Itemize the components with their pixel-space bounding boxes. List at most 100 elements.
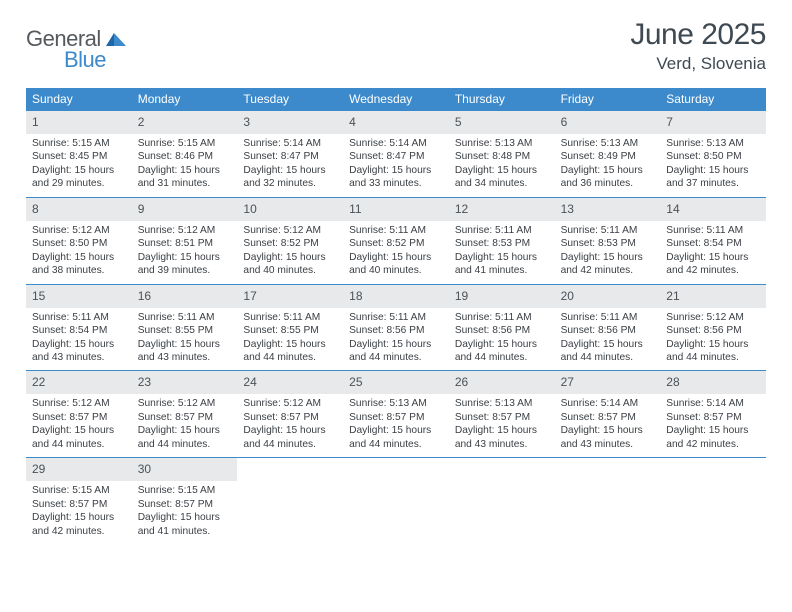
daylight-text: Daylight: 15 hours and 34 minutes. — [455, 164, 549, 191]
sunset-text: Sunset: 8:52 PM — [243, 237, 337, 250]
sunset-text: Sunset: 8:45 PM — [32, 150, 126, 163]
day-number: 7 — [666, 115, 673, 129]
day-cell: 23Sunrise: 5:12 AMSunset: 8:57 PMDayligh… — [132, 371, 238, 457]
day-cell — [237, 458, 343, 544]
day-cell — [660, 458, 766, 544]
daylight-text: Daylight: 15 hours and 38 minutes. — [32, 251, 126, 278]
day-number: 16 — [138, 289, 151, 303]
sunset-text: Sunset: 8:57 PM — [243, 411, 337, 424]
day-body: Sunrise: 5:14 AMSunset: 8:47 PMDaylight:… — [237, 134, 343, 191]
day-cell: 2Sunrise: 5:15 AMSunset: 8:46 PMDaylight… — [132, 111, 238, 197]
sunrise-text: Sunrise: 5:13 AM — [455, 397, 549, 410]
day-cell: 1 Sunrise: 5:15 AMSunset: 8:45 PMDaylight… — [26, 111, 132, 197]
day-body: Sunrise: 5:13 AMSunset: 8:50 PMDaylight:… — [660, 134, 766, 191]
day-body: Sunrise: 5:12 AMSunset: 8:57 PMDaylight:… — [132, 394, 238, 451]
day-number-row: 28 — [660, 371, 766, 394]
daylight-text: Daylight: 15 hours and 44 minutes. — [349, 424, 443, 451]
weekday-header: Sunday — [26, 88, 132, 111]
daylight-text: Daylight: 15 hours and 41 minutes. — [455, 251, 549, 278]
day-cell — [343, 458, 449, 544]
sunrise-text: Sunrise: 5:13 AM — [455, 137, 549, 150]
day-number-row: 16 — [132, 285, 238, 308]
day-number-row: 9 — [132, 198, 238, 221]
daylight-text: Daylight: 15 hours and 44 minutes. — [243, 338, 337, 365]
sunrise-text: Sunrise: 5:13 AM — [349, 397, 443, 410]
day-number: 22 — [32, 375, 45, 389]
day-cell: 4Sunrise: 5:14 AMSunset: 8:47 PMDaylight… — [343, 111, 449, 197]
daylight-text: Daylight: 15 hours and 29 minutes. — [32, 164, 126, 191]
day-cell: 12Sunrise: 5:11 AMSunset: 8:53 PMDayligh… — [449, 198, 555, 284]
daylight-text: Daylight: 15 hours and 43 minutes. — [561, 424, 655, 451]
calendar-page: General Blue June 2025 Verd, Slovenia Su… — [0, 0, 792, 554]
day-number-row: 19 — [449, 285, 555, 308]
day-number-row: 5 — [449, 111, 555, 134]
day-number: 11 — [349, 202, 361, 216]
day-number: 25 — [349, 375, 362, 389]
sunrise-text: Sunrise: 5:11 AM — [243, 311, 337, 324]
sunrise-text: Sunrise: 5:14 AM — [561, 397, 655, 410]
day-cell: 7 Sunrise: 5:13 AMSunset: 8:50 PMDaylight… — [660, 111, 766, 197]
sunrise-text: Sunrise: 5:11 AM — [138, 311, 232, 324]
week-row: 8Sunrise: 5:12 AMSunset: 8:50 PMDaylight… — [26, 198, 766, 285]
day-body: Sunrise: 5:12 AMSunset: 8:57 PMDaylight:… — [26, 394, 132, 451]
day-number-row: 18 — [343, 285, 449, 308]
sunrise-text: Sunrise: 5:14 AM — [243, 137, 337, 150]
day-number-row: 7 — [660, 111, 766, 134]
sunset-text: Sunset: 8:55 PM — [243, 324, 337, 337]
month-title: June 2025 — [630, 18, 766, 52]
sunrise-text: Sunrise: 5:15 AM — [138, 484, 232, 497]
sunset-text: Sunset: 8:57 PM — [561, 411, 655, 424]
daylight-text: Daylight: 15 hours and 40 minutes. — [349, 251, 443, 278]
sunset-text: Sunset: 8:52 PM — [349, 237, 443, 250]
day-body: Sunrise: 5:12 AMSunset: 8:51 PMDaylight:… — [132, 221, 238, 278]
day-cell: 30Sunrise: 5:15 AMSunset: 8:57 PMDayligh… — [132, 458, 238, 544]
logo-text-blue: Blue — [64, 47, 106, 73]
day-body: Sunrise: 5:11 AMSunset: 8:56 PMDaylight:… — [555, 308, 661, 365]
day-number: 20 — [561, 289, 574, 303]
day-number: 1 — [32, 115, 39, 129]
weekday-header: Friday — [555, 88, 661, 111]
day-cell: 26Sunrise: 5:13 AMSunset: 8:57 PMDayligh… — [449, 371, 555, 457]
day-number: 5 — [455, 115, 462, 129]
day-number: 26 — [455, 375, 468, 389]
day-cell: 22 Sunrise: 5:12 AMSunset: 8:57 PMDayligh… — [26, 371, 132, 457]
day-cell: 15Sunrise: 5:11 AMSunset: 8:54 PMDayligh… — [26, 285, 132, 371]
daylight-text: Daylight: 15 hours and 40 minutes. — [243, 251, 337, 278]
day-cell: 6Sunrise: 5:13 AMSunset: 8:49 PMDaylight… — [555, 111, 661, 197]
sunset-text: Sunset: 8:56 PM — [349, 324, 443, 337]
day-cell: 19Sunrise: 5:11 AMSunset: 8:56 PMDayligh… — [449, 285, 555, 371]
day-body: Sunrise: 5:15 AMSunset: 8:57 PMDaylight:… — [132, 481, 238, 538]
sunrise-text: Sunrise: 5:15 AM — [32, 484, 126, 497]
day-number-row: 17 — [237, 285, 343, 308]
sunset-text: Sunset: 8:55 PM — [138, 324, 232, 337]
daylight-text: Daylight: 15 hours and 36 minutes. — [561, 164, 655, 191]
day-body: Sunrise: 5:15 AMSunset: 8:45 PMDaylight:… — [26, 134, 132, 191]
sunset-text: Sunset: 8:57 PM — [455, 411, 549, 424]
daylight-text: Daylight: 15 hours and 44 minutes. — [32, 424, 126, 451]
sunset-text: Sunset: 8:57 PM — [138, 498, 232, 511]
weekday-header-row: Sunday Monday Tuesday Wednesday Thursday… — [26, 88, 766, 111]
sunset-text: Sunset: 8:57 PM — [349, 411, 443, 424]
day-number-row: 25 — [343, 371, 449, 394]
title-block: June 2025 Verd, Slovenia — [630, 18, 766, 74]
day-number: 18 — [349, 289, 362, 303]
sunset-text: Sunset: 8:56 PM — [666, 324, 760, 337]
day-number: 24 — [243, 375, 256, 389]
day-number-row: 8 — [26, 198, 132, 221]
weekday-header: Monday — [132, 88, 238, 111]
day-body: Sunrise: 5:11 AMSunset: 8:55 PMDaylight:… — [132, 308, 238, 365]
daylight-text: Daylight: 15 hours and 44 minutes. — [138, 424, 232, 451]
day-body: Sunrise: 5:13 AMSunset: 8:48 PMDaylight:… — [449, 134, 555, 191]
day-cell: 28Sunrise: 5:14 AMSunset: 8:57 PMDayligh… — [660, 371, 766, 457]
day-number: 21 — [666, 289, 679, 303]
day-number-row: 13 — [555, 198, 661, 221]
sunset-text: Sunset: 8:54 PM — [666, 237, 760, 250]
weekday-header: Wednesday — [343, 88, 449, 111]
weekday-header: Tuesday — [237, 88, 343, 111]
sunset-text: Sunset: 8:57 PM — [32, 498, 126, 511]
day-body: Sunrise: 5:11 AMSunset: 8:54 PMDaylight:… — [660, 221, 766, 278]
daylight-text: Daylight: 15 hours and 39 minutes. — [138, 251, 232, 278]
daylight-text: Daylight: 15 hours and 44 minutes. — [349, 338, 443, 365]
day-number: 27 — [561, 375, 574, 389]
daylight-text: Daylight: 15 hours and 43 minutes. — [138, 338, 232, 365]
